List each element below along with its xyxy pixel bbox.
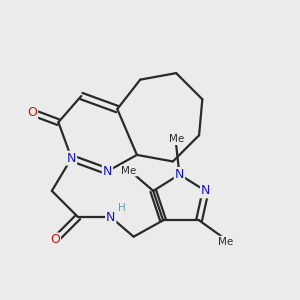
Text: Me: Me bbox=[121, 166, 136, 176]
Text: N: N bbox=[106, 211, 116, 224]
Text: N: N bbox=[175, 168, 184, 181]
Text: N: N bbox=[103, 165, 112, 178]
Text: N: N bbox=[201, 184, 210, 197]
Text: O: O bbox=[50, 233, 60, 247]
Text: H: H bbox=[118, 203, 126, 213]
Text: Me: Me bbox=[218, 237, 233, 247]
Text: N: N bbox=[67, 152, 76, 165]
Text: O: O bbox=[27, 106, 37, 119]
Text: Me: Me bbox=[169, 134, 184, 144]
